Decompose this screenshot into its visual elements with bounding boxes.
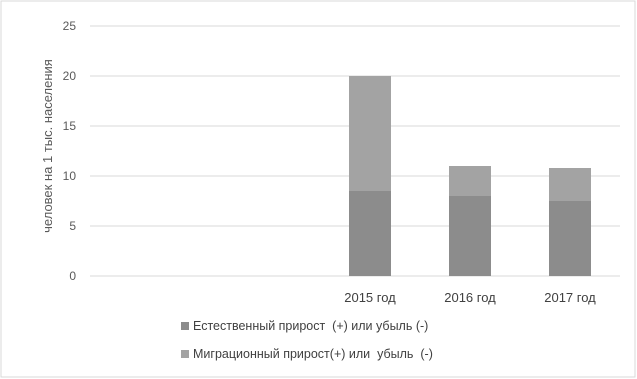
bars	[349, 76, 591, 276]
y-tick-label: 25	[63, 19, 77, 33]
bar-segment-series-2	[549, 168, 591, 201]
bar-segment-series-1	[349, 191, 391, 276]
y-tick-label: 10	[63, 169, 77, 183]
bar-segment-series-2	[449, 166, 491, 196]
legend-swatch	[181, 322, 189, 330]
x-category-label: 2016 год	[444, 290, 496, 305]
x-axis-category-labels: 2015 год 2016 год 2017 год	[344, 290, 596, 305]
y-axis-ticks: 0 5 10 15 20 25	[63, 19, 77, 283]
y-axis-title: человек на 1 тыс. населения	[40, 59, 55, 233]
y-tick-label: 5	[69, 219, 76, 233]
y-tick-label: 0	[69, 269, 76, 283]
legend: Естественный прирост (+) или убыль (-) Ми…	[181, 319, 433, 361]
bar-segment-series-1	[449, 196, 491, 276]
legend-swatch	[181, 350, 189, 358]
y-tick-label: 20	[63, 69, 77, 83]
legend-label: Миграционный прирост(+) или убыль (-)	[193, 347, 433, 361]
x-category-label: 2015 год	[344, 290, 396, 305]
legend-label: Естественный прирост (+) или убыль (-)	[193, 319, 428, 333]
bar-segment-series-1	[549, 201, 591, 276]
x-category-label: 2017 год	[544, 290, 596, 305]
bar-segment-series-2	[349, 76, 391, 191]
y-tick-label: 15	[63, 119, 77, 133]
